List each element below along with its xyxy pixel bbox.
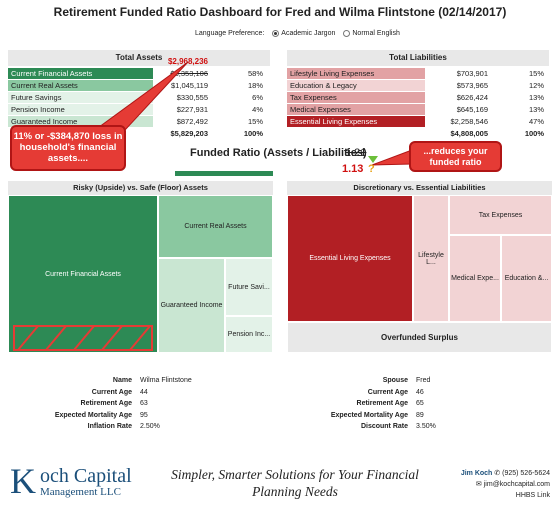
page-title: Retirement Funded Ratio Dashboard for Fr… [53,5,507,19]
language-preference: Language Preference: Academic Jargon Nor… [195,30,400,37]
table-row[interactable]: Current Real Assets $1,045,119 18% [8,80,270,91]
hhbs-link[interactable]: HHBS Link [515,492,550,499]
table-row[interactable]: Guaranteed Income $872,492 15% [8,116,270,127]
funded-ratio-title: Funded Ratio (Assets / Liabilities) [190,147,367,159]
table-row[interactable]: Lifestyle Living Expenses $703,901 15% [287,68,549,79]
tile-pension-income[interactable]: Pension Inc... [225,316,273,353]
funded-ratio-bar [175,171,273,176]
tile-medical-expenses[interactable]: Medical Expe... [449,235,501,322]
assets-panel-header: Risky (Upside) vs. Safe (Floor) Assets [8,181,273,195]
tile-education-legacy[interactable]: Education &... [501,235,552,322]
table-row[interactable]: Tax Expenses $626,424 13% [287,92,549,103]
phone-icon: ✆ [494,470,501,477]
old-asset-value: $3,353,106 [170,69,208,78]
question-icon: ? [368,163,375,175]
liabilities-table-header: Total Liabilities [287,50,549,66]
callout-arrow-assets [93,61,189,131]
tile-guaranteed-income[interactable]: Guaranteed Income [158,258,225,353]
funded-ratio-new: 1.13 [342,163,364,175]
liabilities-table: Total Liabilities Lifestyle Living Expen… [287,50,549,139]
language-label: Language Preference: [195,30,265,37]
contact-email[interactable]: jim@kochcapital.com [483,481,550,488]
tagline: Simpler, Smarter Solutions for Your Fina… [171,467,419,499]
liabilities-panel-header: Discretionary vs. Essential Liabilities [287,181,552,195]
hatched-loss-area [13,325,153,351]
table-row[interactable]: Education & Legacy $573,965 12% [287,80,549,91]
table-row[interactable]: Pension Income $227,931 4% [8,104,270,115]
contact-phone: (925) 526-5624 [502,470,550,477]
assets-table-header: Total Assets [8,50,270,66]
tile-current-real-assets[interactable]: Current Real Assets [158,195,273,258]
table-row[interactable]: Current Financial Assets $2,968,236 $3,3… [8,57,270,79]
radio-selected-icon [272,30,280,37]
radio-normal-english[interactable]: Normal English [343,30,400,37]
tile-essential-living-expenses[interactable]: Essential Living Expenses [287,195,413,322]
assets-total-row: $5,829,203 100% [170,129,263,138]
radio-academic-jargon[interactable]: Academic Jargon [272,30,335,37]
table-row[interactable]: Future Savings $330,555 6% [8,92,270,103]
contact-name: Jim Koch [460,470,493,477]
logo-subname: Management LLC [40,486,121,498]
person-info-left: Name Wilma Flintstone Current Age 44 Retir… [54,377,192,430]
down-arrow-icon [368,151,378,163]
table-row[interactable]: Medical Expenses $645,169 13% [287,104,549,115]
logo-name: och Capital [40,465,132,487]
tile-lifestyle-living[interactable]: Lifestyle L... [413,195,449,322]
callout-arrow-ratio [371,149,413,166]
tile-tax-expenses[interactable]: Tax Expenses [449,195,552,235]
tile-future-savings[interactable]: Future Savi... [225,258,273,316]
new-asset-value: $2,968,236 [167,57,208,66]
radio-unselected-icon [343,30,351,37]
tile-overfunded-surplus[interactable]: Overfunded Surplus [287,322,552,353]
loss-callout: 11% or -$384,870 loss in household's fin… [10,125,126,171]
liabilities-total-row: $4,808,005 100% [450,129,544,138]
contact-info: Jim Koch ✆ (925) 526-5624 ✉ jim@kochcapi… [461,468,550,501]
ratio-callout: ...reduces your funded ratio [409,141,502,172]
logo-letter: K [10,461,36,501]
person-info-right: Spouse Fred Current Age 46 Retirement Age 6… [330,377,436,430]
funded-ratio-old: 1.21 [345,147,367,159]
assets-table: Total Assets Current Financial Assets $2… [8,50,270,139]
table-row[interactable]: Essential Living Expenses $2,258,546 47% [287,116,549,127]
email-icon: ✉ [475,481,482,488]
